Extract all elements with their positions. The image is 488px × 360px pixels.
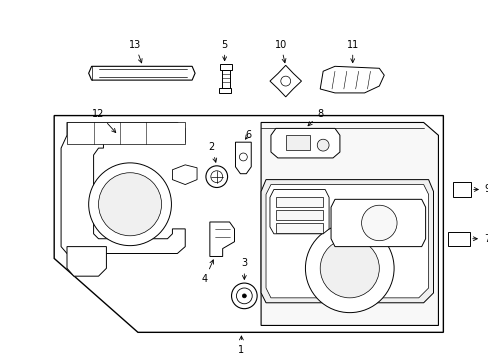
Text: 3: 3 <box>241 258 247 279</box>
Text: 8: 8 <box>307 108 323 126</box>
Circle shape <box>88 163 171 246</box>
Circle shape <box>231 283 257 309</box>
Polygon shape <box>270 129 339 158</box>
Polygon shape <box>261 122 438 325</box>
Text: 11: 11 <box>346 40 358 63</box>
Text: 6: 6 <box>244 130 251 140</box>
Circle shape <box>236 288 252 304</box>
Circle shape <box>320 239 379 298</box>
Circle shape <box>305 224 393 312</box>
Polygon shape <box>261 180 433 303</box>
Bar <box>221 70 229 88</box>
Text: 12: 12 <box>92 108 116 132</box>
Bar <box>285 135 310 150</box>
Polygon shape <box>269 189 328 234</box>
Polygon shape <box>61 122 185 253</box>
Polygon shape <box>88 66 195 80</box>
Polygon shape <box>54 116 443 332</box>
Text: 2: 2 <box>208 142 216 162</box>
Text: 9: 9 <box>473 184 488 194</box>
Text: 13: 13 <box>129 40 142 63</box>
Polygon shape <box>172 165 197 185</box>
Bar <box>275 223 323 233</box>
Text: 1: 1 <box>238 336 244 355</box>
Bar <box>67 122 185 144</box>
Polygon shape <box>269 65 301 97</box>
Circle shape <box>98 173 161 236</box>
Circle shape <box>280 76 290 86</box>
Polygon shape <box>67 247 106 276</box>
Circle shape <box>239 153 247 161</box>
Polygon shape <box>330 199 425 247</box>
Polygon shape <box>452 181 470 197</box>
Polygon shape <box>265 185 427 298</box>
Circle shape <box>242 294 246 298</box>
Bar <box>218 88 230 93</box>
Circle shape <box>210 171 222 183</box>
Bar <box>275 197 323 207</box>
Text: 7: 7 <box>472 234 488 244</box>
Text: 10: 10 <box>274 40 286 63</box>
Polygon shape <box>320 66 384 93</box>
Text: 4: 4 <box>202 260 213 284</box>
Bar <box>275 210 323 220</box>
Bar <box>219 64 231 70</box>
Polygon shape <box>235 142 251 174</box>
Text: 5: 5 <box>221 40 227 60</box>
Circle shape <box>361 205 396 241</box>
Polygon shape <box>447 232 469 246</box>
Polygon shape <box>209 222 234 256</box>
Circle shape <box>317 139 328 151</box>
Circle shape <box>205 166 227 188</box>
